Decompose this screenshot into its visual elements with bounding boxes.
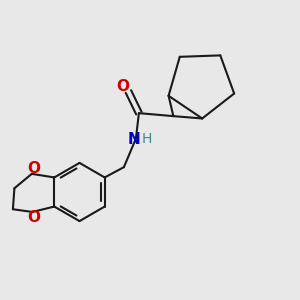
Text: N: N xyxy=(128,132,141,147)
Text: O: O xyxy=(116,79,130,94)
Text: O: O xyxy=(27,161,40,176)
Text: O: O xyxy=(27,210,40,225)
Text: H: H xyxy=(142,132,152,146)
